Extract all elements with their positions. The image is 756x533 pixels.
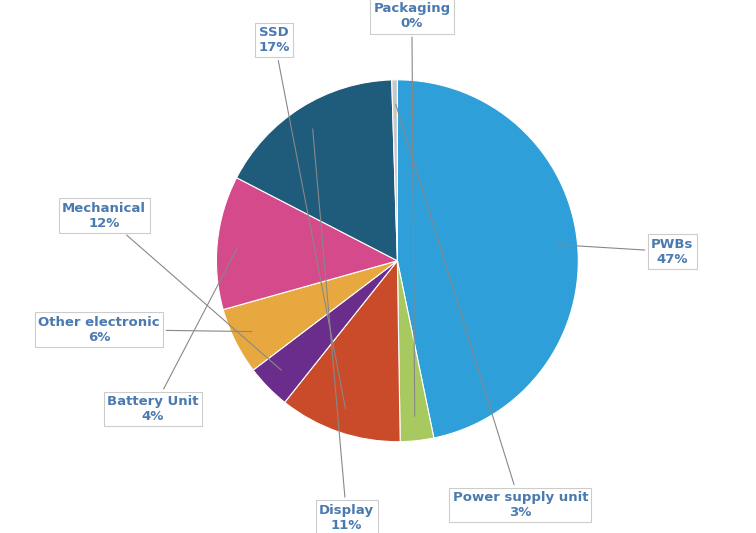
Text: Battery Unit
4%: Battery Unit 4% (107, 247, 237, 423)
Wedge shape (285, 261, 400, 442)
Wedge shape (253, 261, 398, 402)
Text: Mechanical
12%: Mechanical 12% (62, 201, 281, 370)
Text: Packaging
0%: Packaging 0% (373, 3, 451, 416)
Text: Display
11%: Display 11% (313, 129, 374, 532)
Text: PWBs
47%: PWBs 47% (559, 238, 693, 266)
Wedge shape (223, 261, 398, 370)
Text: SSD
17%: SSD 17% (259, 26, 345, 409)
Wedge shape (392, 80, 398, 261)
Wedge shape (216, 177, 398, 310)
Wedge shape (398, 80, 578, 438)
Text: Other electronic
6%: Other electronic 6% (38, 316, 252, 343)
Wedge shape (237, 80, 398, 261)
Text: Power supply unit
3%: Power supply unit 3% (395, 104, 588, 519)
Wedge shape (398, 261, 434, 442)
